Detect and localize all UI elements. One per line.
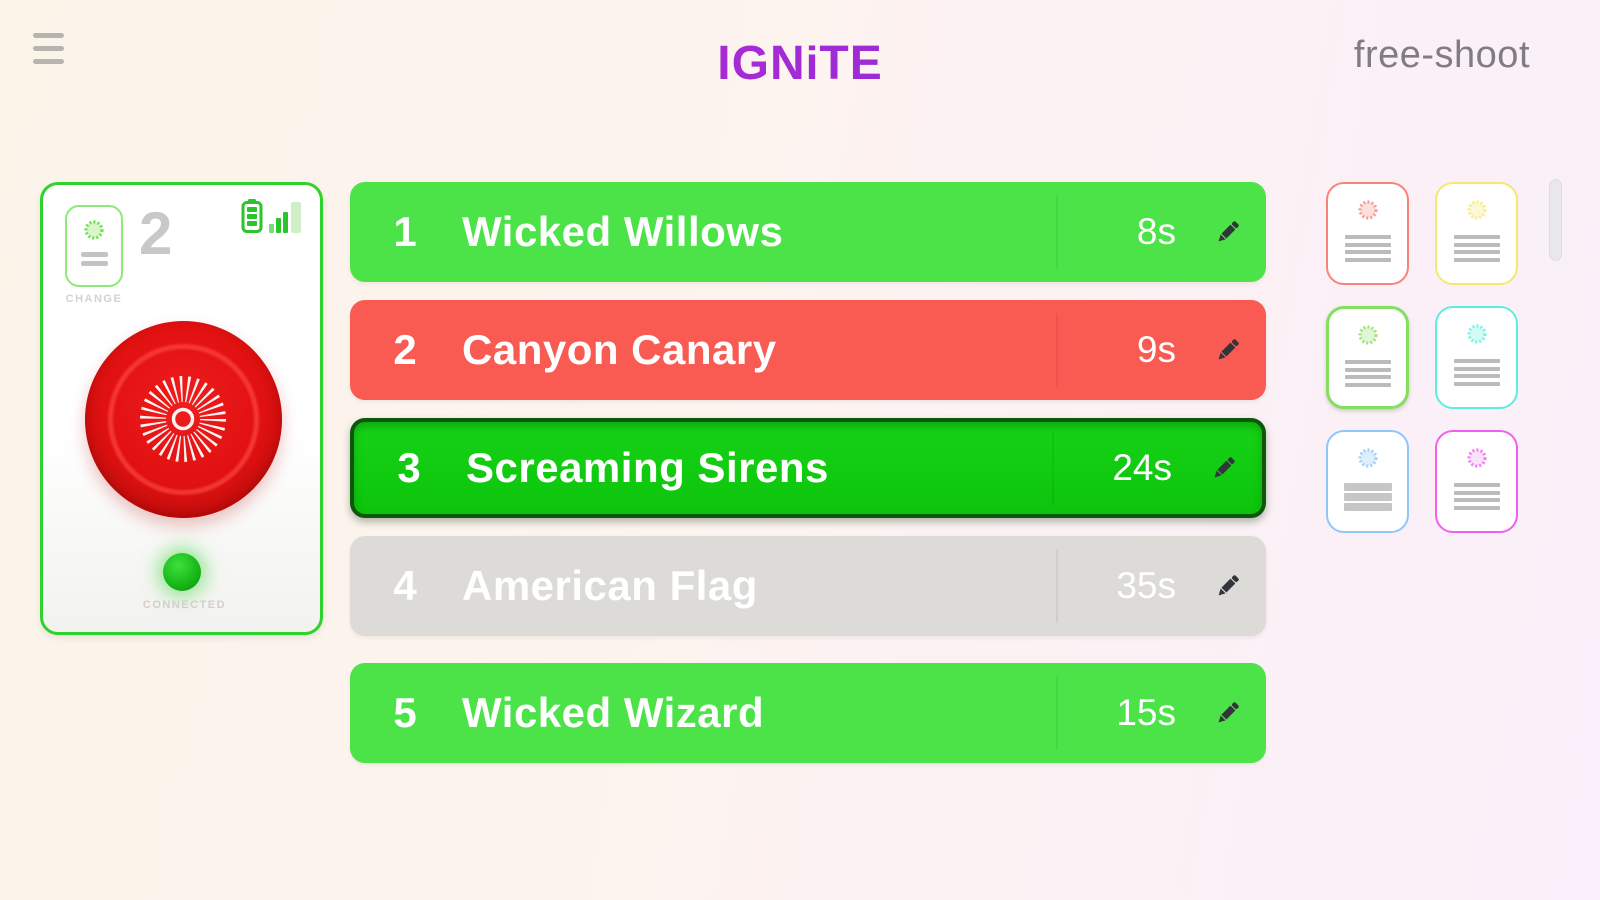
row-divider [1056,313,1058,387]
row-divider [1056,195,1058,269]
card-text-lines [1344,235,1391,265]
module-card-blue[interactable] [1326,430,1409,533]
cue-list: 1 Wicked Willows 8s 2 Canyon Canary 9s [350,182,1266,781]
module-grid [1326,182,1518,533]
logo-text: IGN [717,37,806,90]
firework-burst-icon [1357,448,1378,468]
device-panel: CHANGE 2 CONNECTED [40,182,323,635]
change-label: CHANGE [65,293,123,305]
cue-row-4[interactable]: 4 American Flag 35s [350,536,1266,636]
pencil-icon [1218,575,1239,596]
cue-name: Wicked Wizard [462,689,765,736]
edit-cue-button[interactable] [1186,453,1262,483]
firework-burst-icon [1357,200,1378,220]
signal-bars-icon [269,202,301,233]
pencil-icon [1218,339,1239,360]
cue-number: 5 [393,689,417,736]
pencil-icon [1218,221,1239,242]
scrollbar-thumb[interactable] [1549,179,1562,261]
cue-time: 15s [1116,692,1176,733]
row-divider [1056,676,1058,750]
firework-burst-icon [1466,324,1487,344]
firework-burst-icon [1466,200,1487,220]
module-card-red[interactable] [1326,182,1409,285]
pencil-icon [1218,702,1239,723]
module-card-cyan[interactable] [1435,306,1518,409]
card-text-lines [1344,360,1391,390]
cue-name: Canyon Canary [462,326,777,373]
firework-starburst-icon [140,376,226,462]
cue-name: Wicked Willows [462,208,784,255]
cue-number: 4 [393,562,417,609]
pencil-icon [1214,457,1235,478]
cue-time: 8s [1136,211,1176,252]
cue-name: Screaming Sirens [466,444,829,491]
battery-full-icon [241,199,263,233]
menu-bar [33,59,64,64]
cue-row-3-selected[interactable]: 3 Screaming Sirens 24s [350,418,1266,518]
cue-row-1[interactable]: 1 Wicked Willows 8s [350,182,1266,282]
cue-number: 1 [393,208,417,255]
cue-number: 2 [393,326,417,373]
mode-label: free-shoot [1353,34,1530,76]
cue-name: American Flag [462,562,758,609]
card-text-lines [1453,483,1500,513]
firework-burst-icon [1466,448,1487,468]
cue-time: 35s [1116,565,1176,606]
menu-bar [33,33,64,38]
connected-indicator [163,553,201,591]
fire-button[interactable] [85,321,282,518]
cue-time: 9s [1136,329,1176,370]
row-divider [1052,431,1054,505]
logo-text: TE [819,37,883,90]
module-card-yellow[interactable] [1435,182,1518,285]
module-number: 2 [139,200,173,267]
module-card-green-selected[interactable] [1326,306,1409,409]
firework-burst-icon [1357,325,1378,345]
card-text-lines [1453,359,1500,389]
menu-bar [33,46,64,51]
card-text-lines [1453,235,1500,265]
edit-cue-button[interactable] [1190,335,1266,365]
cue-time: 24s [1112,447,1172,488]
menu-icon[interactable] [33,33,75,67]
logo-flame-i: i [805,37,820,89]
edit-cue-button[interactable] [1190,571,1266,601]
cue-row-5[interactable]: 5 Wicked Wizard 15s [350,663,1266,763]
fire-button-ring [108,344,259,495]
module-card-magenta[interactable] [1435,430,1518,533]
edit-cue-button[interactable] [1190,698,1266,728]
change-module-button[interactable] [65,205,123,287]
card-text-lines [1343,483,1392,513]
card-text-lines [80,252,108,270]
cue-row-2[interactable]: 2 Canyon Canary 9s [350,300,1266,400]
cue-number: 3 [397,444,421,491]
edit-cue-button[interactable] [1190,217,1266,247]
connected-label: CONNECTED [142,599,227,611]
firework-burst-icon [84,220,104,240]
row-divider [1056,549,1058,623]
